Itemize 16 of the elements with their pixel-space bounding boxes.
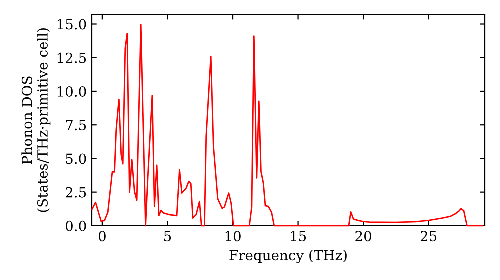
x-tick-label: 20 xyxy=(356,231,372,242)
y-tick-label: 10.0 xyxy=(58,86,86,97)
y-tick-label: 5.0 xyxy=(66,154,86,164)
x-axis-title: Frequency (THz) xyxy=(230,250,347,264)
x-tick-label: 5 xyxy=(164,231,172,242)
x-tick-label: 25 xyxy=(420,231,437,242)
y-tick-label: 7.5 xyxy=(66,120,86,131)
x-tick-label: 0 xyxy=(98,231,106,242)
y-tick-label: 0.0 xyxy=(66,220,86,232)
x-tick-label: 10 xyxy=(226,231,241,242)
y-axis-title: Phonon DOS (States/THz·primitive cell) xyxy=(22,28,51,212)
line-series xyxy=(91,24,484,227)
y-tick-label: 2.5 xyxy=(66,187,86,198)
x-tick-label: 15 xyxy=(291,231,306,242)
y-tick-label: 15.0 xyxy=(58,19,86,30)
y-tick-label: 12.5 xyxy=(58,52,86,64)
